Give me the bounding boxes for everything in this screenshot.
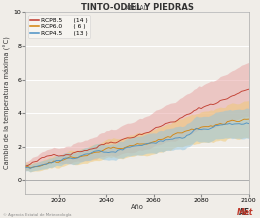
Title: TINTO-ODIEL Y PIEDRAS: TINTO-ODIEL Y PIEDRAS xyxy=(81,3,193,12)
Text: © Agencia Estatal de Meteorología: © Agencia Estatal de Meteorología xyxy=(3,213,71,217)
Y-axis label: Cambio de la temperatura máxima (°C): Cambio de la temperatura máxima (°C) xyxy=(3,37,11,169)
Text: ANUAL: ANUAL xyxy=(126,5,148,11)
X-axis label: Año: Año xyxy=(131,204,144,210)
Text: AE: AE xyxy=(238,208,250,217)
Text: Met: Met xyxy=(237,208,254,217)
Legend: RCP8.5      (14 ), RCP6.0      ( 6 ), RCP4.5      (13 ): RCP8.5 (14 ), RCP6.0 ( 6 ), RCP4.5 (13 ) xyxy=(28,15,90,38)
